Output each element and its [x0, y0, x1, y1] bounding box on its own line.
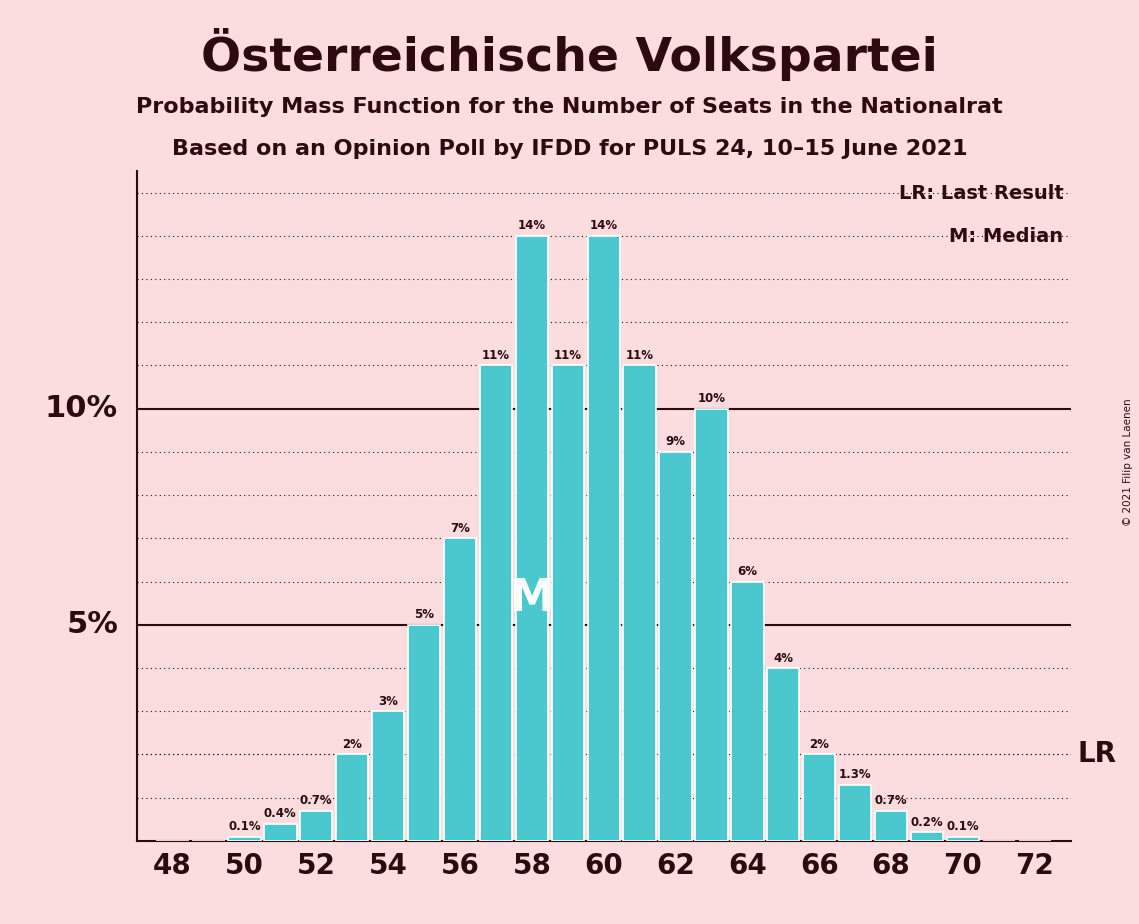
Text: 5%: 5%: [66, 610, 118, 639]
Bar: [911, 833, 943, 841]
Bar: [695, 408, 728, 841]
Text: 9%: 9%: [665, 435, 686, 448]
Text: Based on an Opinion Poll by IFDD for PULS 24, 10–15 June 2021: Based on an Opinion Poll by IFDD for PUL…: [172, 139, 967, 159]
Bar: [767, 668, 800, 841]
Text: © 2021 Filip van Laenen: © 2021 Filip van Laenen: [1123, 398, 1133, 526]
Text: 10%: 10%: [697, 392, 726, 406]
Text: LR: Last Result: LR: Last Result: [899, 184, 1064, 203]
Text: 10%: 10%: [44, 395, 118, 423]
Bar: [408, 625, 440, 841]
Text: 6%: 6%: [737, 565, 757, 578]
Bar: [372, 711, 404, 841]
Bar: [875, 810, 907, 841]
Bar: [444, 539, 476, 841]
Text: 11%: 11%: [554, 349, 582, 362]
Text: 7%: 7%: [450, 522, 470, 535]
Text: 0.7%: 0.7%: [300, 794, 333, 808]
Bar: [264, 823, 296, 841]
Bar: [228, 836, 261, 841]
Text: 14%: 14%: [590, 219, 617, 232]
Text: 5%: 5%: [415, 608, 434, 621]
Text: 2%: 2%: [343, 738, 362, 751]
Bar: [588, 236, 620, 841]
Text: 2%: 2%: [810, 738, 829, 751]
Bar: [839, 784, 871, 841]
Bar: [516, 236, 548, 841]
Bar: [803, 754, 835, 841]
Bar: [480, 365, 513, 841]
Bar: [623, 365, 656, 841]
Text: 14%: 14%: [518, 219, 546, 232]
Text: Probability Mass Function for the Number of Seats in the Nationalrat: Probability Mass Function for the Number…: [137, 97, 1002, 117]
Text: 11%: 11%: [482, 349, 510, 362]
Text: 3%: 3%: [378, 695, 398, 708]
Text: 1.3%: 1.3%: [838, 768, 871, 781]
Text: M: Median: M: Median: [949, 227, 1064, 246]
Text: M: M: [509, 578, 554, 620]
Text: 0.1%: 0.1%: [947, 821, 980, 833]
Bar: [947, 836, 980, 841]
Text: 11%: 11%: [625, 349, 654, 362]
Text: LR: LR: [1077, 740, 1117, 769]
Bar: [731, 581, 763, 841]
Bar: [551, 365, 584, 841]
Text: 0.2%: 0.2%: [911, 816, 943, 829]
Text: Österreichische Volkspartei: Österreichische Volkspartei: [202, 28, 937, 80]
Text: 0.4%: 0.4%: [264, 807, 297, 821]
Bar: [336, 754, 368, 841]
Bar: [659, 452, 691, 841]
Text: 0.1%: 0.1%: [228, 821, 261, 833]
Text: 0.7%: 0.7%: [875, 794, 908, 808]
Bar: [300, 810, 333, 841]
Text: 4%: 4%: [773, 651, 793, 664]
